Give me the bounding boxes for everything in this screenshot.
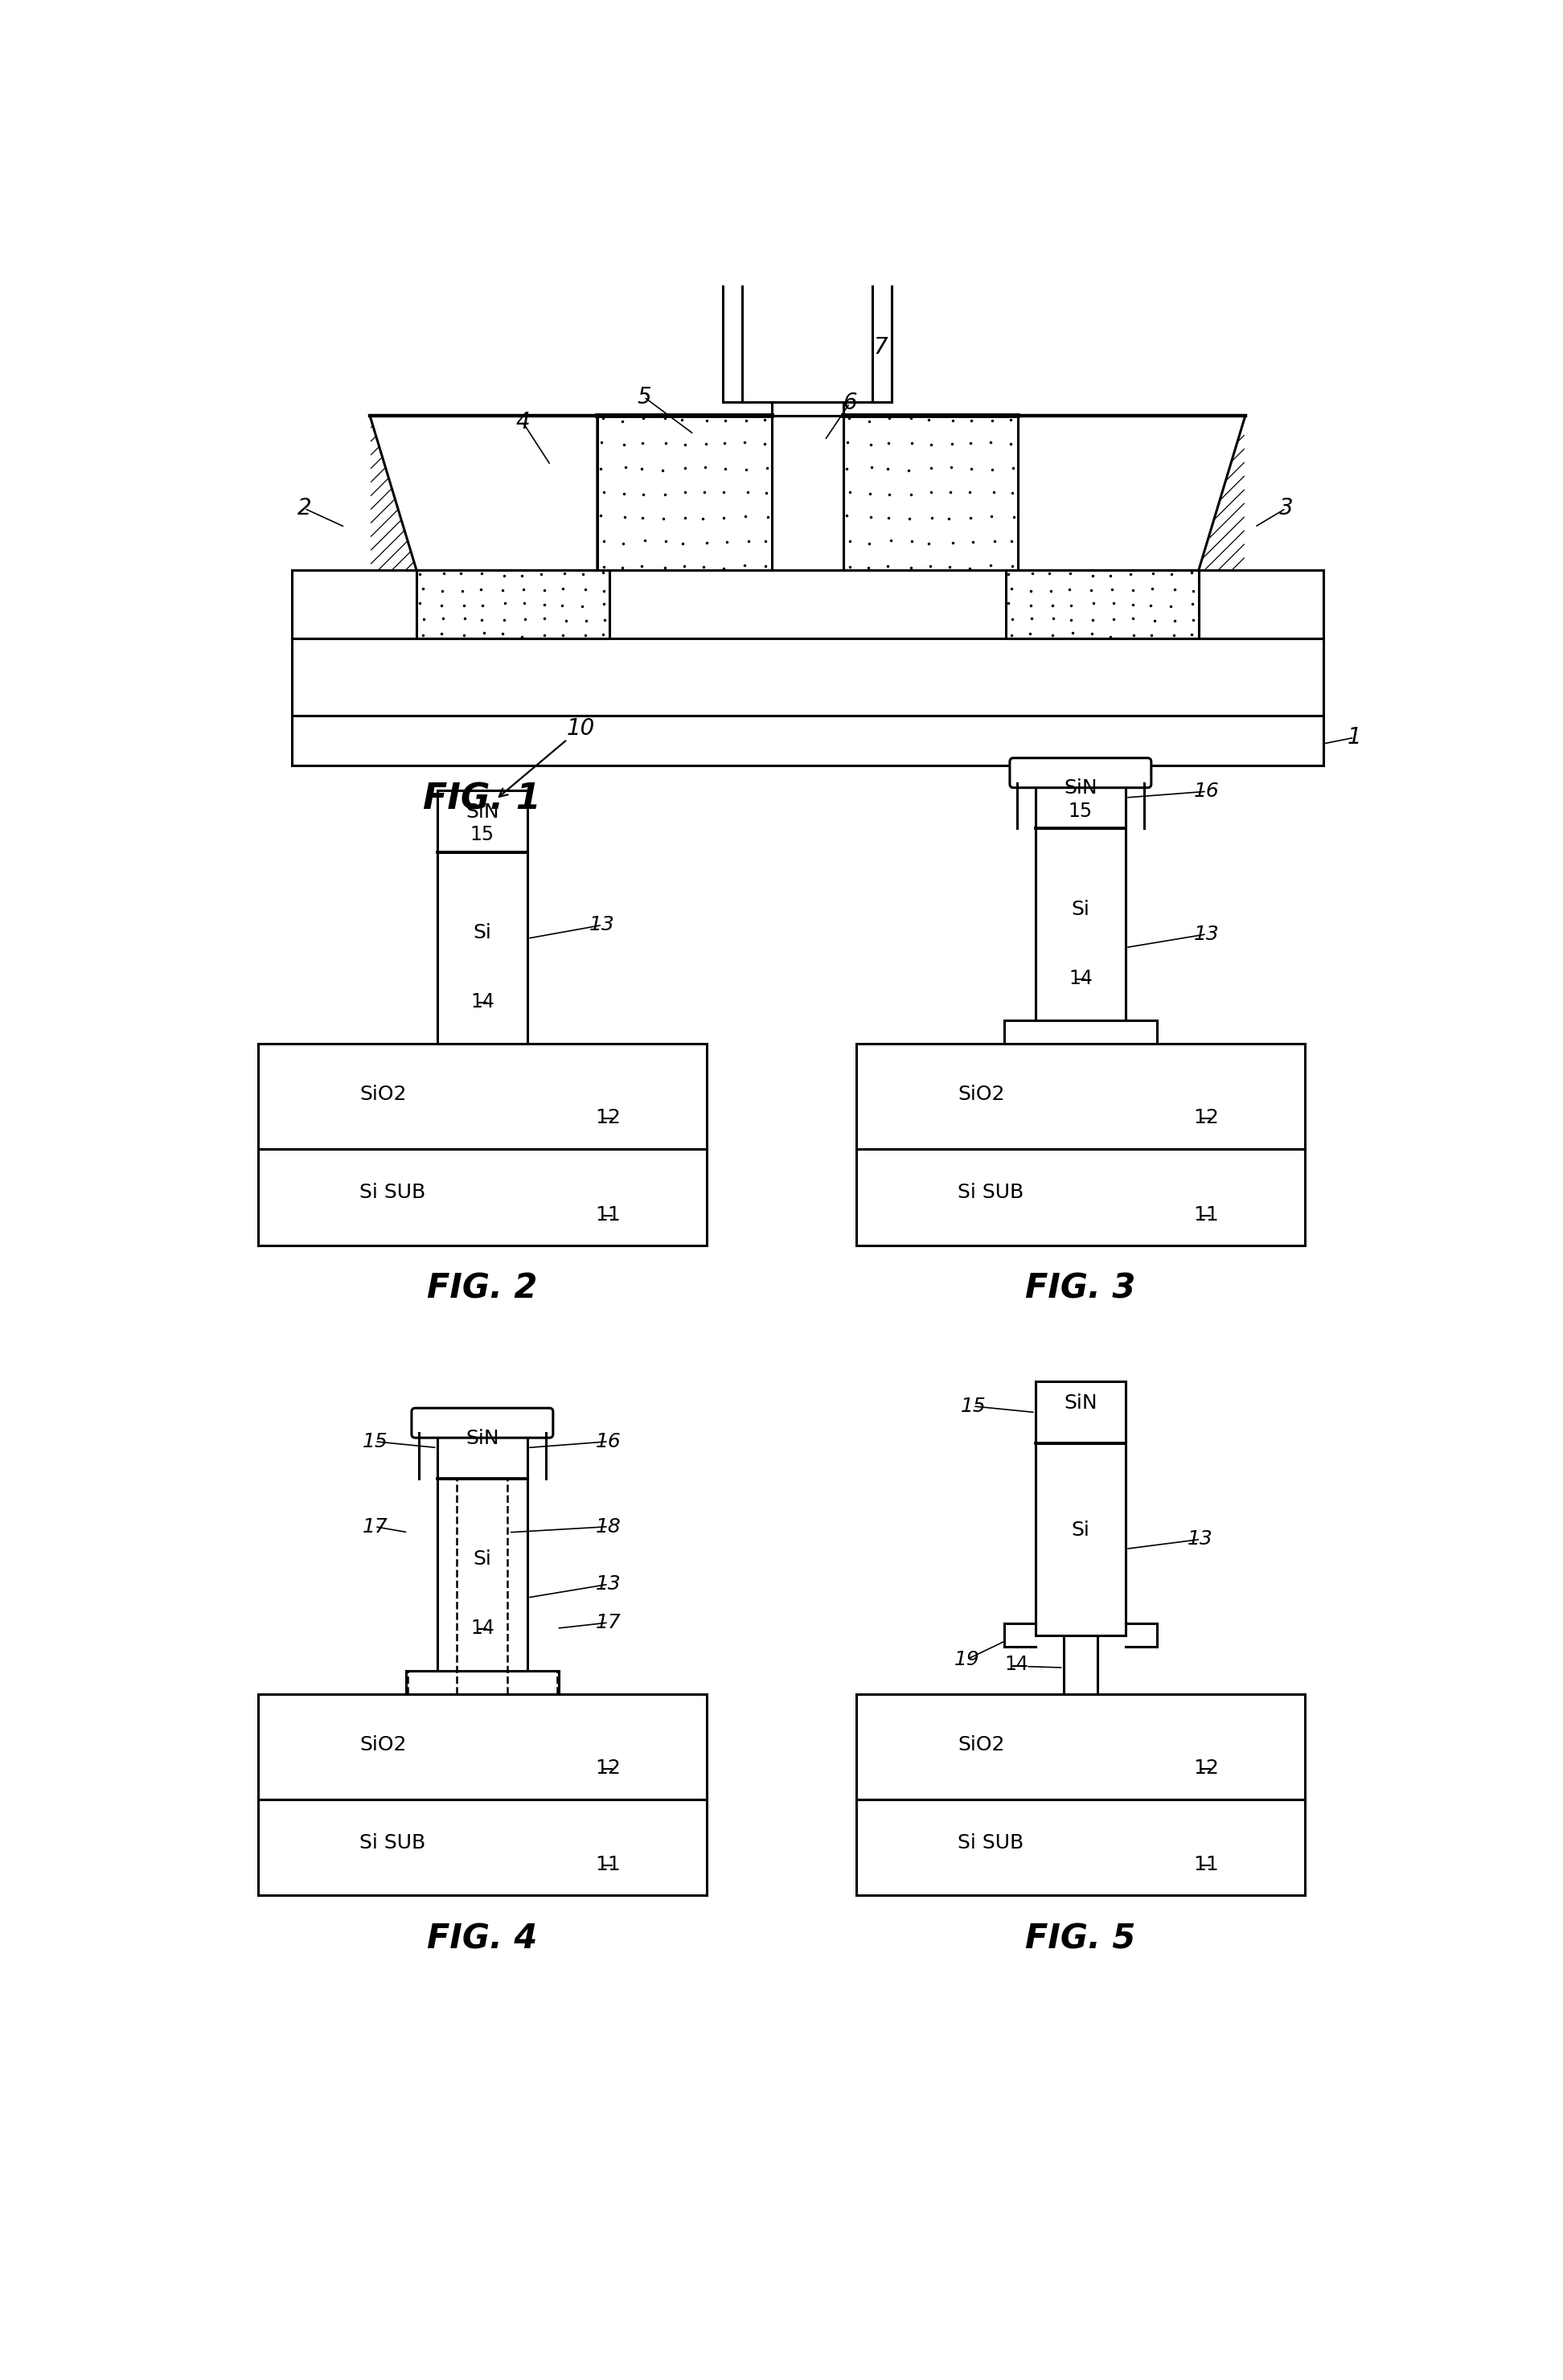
Bar <box>742 259 872 402</box>
Text: SiO2: SiO2 <box>958 1735 1005 1754</box>
Bar <box>292 638 1324 716</box>
Text: Si SUB: Si SUB <box>958 1183 1024 1202</box>
Text: 1: 1 <box>1347 726 1361 750</box>
Bar <box>857 1799 1305 1894</box>
Text: 13: 13 <box>596 1576 621 1595</box>
Bar <box>417 571 610 638</box>
Bar <box>1063 1635 1097 1695</box>
Text: SiN: SiN <box>466 802 499 821</box>
Text: SiO2: SiO2 <box>359 1735 406 1754</box>
Polygon shape <box>370 416 597 571</box>
Text: 15: 15 <box>363 1433 388 1452</box>
Text: 12: 12 <box>596 1759 621 1778</box>
Text: 7: 7 <box>874 336 888 359</box>
Bar <box>438 1416 527 1478</box>
Text: 13: 13 <box>589 916 614 935</box>
Text: SiN: SiN <box>466 1428 499 1447</box>
Text: 2: 2 <box>297 497 311 519</box>
Text: Si SUB: Si SUB <box>359 1183 425 1202</box>
Bar <box>772 416 844 571</box>
Text: 13: 13 <box>1194 923 1219 945</box>
Bar <box>258 1799 706 1894</box>
Text: 14: 14 <box>1069 969 1093 988</box>
Text: 15: 15 <box>470 826 494 845</box>
Text: 12: 12 <box>1193 1759 1219 1778</box>
Bar <box>292 716 1324 766</box>
Bar <box>406 1671 558 1695</box>
Text: 14: 14 <box>1005 1654 1028 1676</box>
Bar <box>1035 828 1125 1021</box>
Text: 3: 3 <box>1279 497 1293 519</box>
Bar <box>857 1695 1305 1799</box>
Text: SiO2: SiO2 <box>958 1085 1005 1104</box>
Text: 16: 16 <box>596 1433 621 1452</box>
Text: Si: Si <box>474 1549 491 1568</box>
Text: Si: Si <box>474 923 491 942</box>
Text: FIG. 1: FIG. 1 <box>424 783 541 816</box>
Text: 15: 15 <box>1069 802 1093 821</box>
Text: 11: 11 <box>596 1204 621 1223</box>
Bar <box>1005 571 1199 638</box>
Text: Si SUB: Si SUB <box>359 1833 425 1852</box>
Bar <box>872 259 891 402</box>
Bar <box>438 1478 527 1671</box>
Text: SiN: SiN <box>1064 1392 1097 1414</box>
Text: 6: 6 <box>842 393 857 414</box>
FancyBboxPatch shape <box>411 1409 553 1438</box>
Text: FIG. 2: FIG. 2 <box>427 1271 538 1307</box>
Bar <box>438 852 527 1045</box>
Text: Si SUB: Si SUB <box>958 1833 1024 1852</box>
Text: FIG. 3: FIG. 3 <box>1025 1271 1135 1307</box>
Text: SiN: SiN <box>1064 778 1097 797</box>
Text: SiO2: SiO2 <box>359 1085 406 1104</box>
Bar <box>597 416 772 571</box>
Text: 5: 5 <box>638 386 652 409</box>
Text: 19: 19 <box>953 1649 980 1668</box>
Text: 11: 11 <box>1193 1204 1219 1223</box>
Text: 18: 18 <box>596 1516 621 1535</box>
Bar <box>724 259 742 402</box>
Text: 4: 4 <box>516 409 530 433</box>
Text: 16: 16 <box>1194 781 1219 802</box>
Bar <box>1003 1021 1157 1045</box>
Text: FIG. 5: FIG. 5 <box>1025 1921 1135 1956</box>
Text: 14: 14 <box>470 992 494 1012</box>
Text: 17: 17 <box>363 1516 388 1535</box>
Text: 12: 12 <box>1193 1109 1219 1128</box>
Text: 11: 11 <box>596 1854 621 1875</box>
Bar <box>772 402 844 416</box>
Text: 17: 17 <box>596 1614 621 1633</box>
Text: Si: Si <box>1071 1521 1089 1540</box>
Text: 13: 13 <box>1188 1530 1213 1549</box>
Polygon shape <box>1018 416 1246 571</box>
Text: 10: 10 <box>566 716 596 740</box>
Bar <box>1035 1380 1125 1442</box>
Bar <box>857 1150 1305 1245</box>
Bar <box>857 1045 1305 1150</box>
Bar <box>1199 571 1324 638</box>
Bar <box>292 571 417 638</box>
Text: 12: 12 <box>596 1109 621 1128</box>
Bar <box>730 245 885 259</box>
Bar <box>438 790 527 852</box>
FancyBboxPatch shape <box>1010 757 1152 788</box>
Text: 11: 11 <box>1193 1854 1219 1875</box>
Bar <box>258 1695 706 1799</box>
Text: 15: 15 <box>960 1397 986 1416</box>
Bar <box>258 1045 706 1150</box>
Bar <box>1035 766 1125 828</box>
Bar <box>844 416 1018 571</box>
Text: FIG. 4: FIG. 4 <box>427 1921 538 1956</box>
Bar <box>258 1150 706 1245</box>
Bar <box>1035 1442 1125 1635</box>
Text: 14: 14 <box>470 1618 494 1637</box>
Text: Si: Si <box>1071 900 1089 919</box>
